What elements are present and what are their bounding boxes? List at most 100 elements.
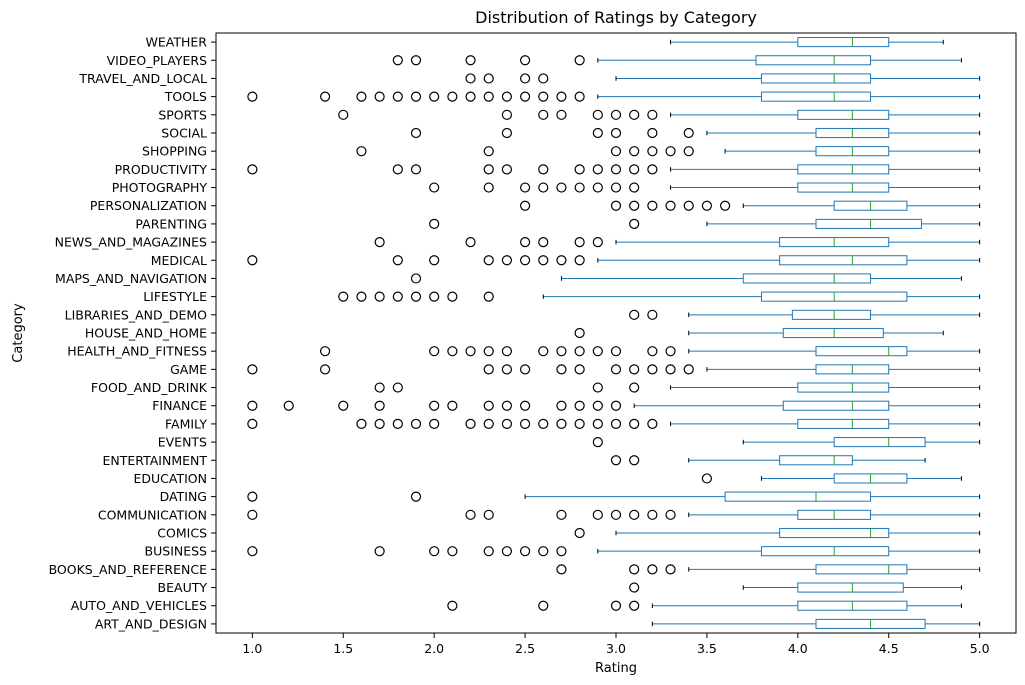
outlier-point [574, 182, 585, 193]
x-axis-label: Rating [595, 661, 637, 676]
outlier-point [610, 346, 622, 357]
y-tick-label: WEATHER [146, 35, 208, 50]
box-auto-and-vehicles [447, 600, 962, 611]
outlier-point [592, 127, 603, 139]
outlier-point [519, 236, 531, 248]
outlier-point [610, 127, 622, 139]
outlier-point [392, 291, 403, 302]
outlier-point [629, 309, 640, 320]
outlier-point [629, 382, 640, 393]
outlier-point [429, 400, 440, 411]
chart-title: Distribution of Ratings by Category [475, 8, 757, 27]
x-tick-label: 3.5 [697, 641, 717, 656]
outlier-point [665, 200, 676, 211]
outlier-point [556, 418, 567, 430]
x-axis-ticks: 1.0 1.5 2.0 2.5 3.0 3.5 4.0 4.5 5.0 [242, 633, 990, 656]
outlier-point [574, 418, 585, 430]
outlier-point [629, 455, 640, 466]
outlier-point [483, 364, 494, 375]
outlier-point [483, 418, 494, 430]
box-events [592, 436, 981, 448]
x-tick-label: 1.5 [333, 641, 353, 656]
outlier-point [556, 400, 567, 411]
outlier-point [429, 182, 440, 193]
outlier-point [465, 73, 476, 84]
outlier-point [556, 509, 567, 520]
box-iqr [815, 346, 908, 357]
outlier-point [410, 55, 422, 66]
outlier-point [429, 255, 440, 266]
outlier-point [665, 509, 676, 520]
outlier-point [483, 509, 494, 520]
outlier-point [592, 418, 603, 430]
box-art-and-design [651, 618, 981, 629]
outlier-point [592, 164, 603, 175]
outlier-point [719, 200, 731, 211]
outlier-point [574, 327, 585, 339]
outlier-point [574, 400, 585, 411]
outlier-point [501, 546, 513, 557]
outlier-point [283, 400, 294, 411]
outlier-point [429, 218, 440, 230]
outlier-point [647, 109, 658, 120]
outlier-point [683, 364, 694, 375]
box-iqr [797, 109, 890, 120]
outlier-point [629, 200, 640, 211]
outlier-point [319, 364, 331, 375]
outlier-point [247, 364, 258, 375]
outlier-point [247, 546, 258, 557]
outlier-point [665, 346, 676, 357]
y-tick-label: VIDEO_PLAYERS [107, 53, 207, 68]
outlier-point [410, 164, 422, 175]
outlier-point [483, 291, 494, 302]
outlier-point [338, 109, 349, 120]
outlier-point [356, 418, 367, 430]
box-iqr [797, 582, 904, 593]
outlier-point [374, 91, 385, 102]
box-sports [338, 109, 981, 120]
outlier-point [410, 273, 422, 284]
outlier-point [574, 164, 585, 175]
box-medical [247, 255, 981, 266]
outlier-point [519, 91, 531, 102]
outlier-point [592, 182, 603, 193]
box-communication [247, 509, 981, 520]
boxes-group [247, 37, 981, 629]
outlier-point [247, 400, 258, 411]
outlier-point [574, 346, 585, 357]
outlier-point [392, 55, 403, 66]
outlier-point [429, 91, 440, 102]
y-tick-label: TOOLS [164, 89, 207, 104]
outlier-point [465, 418, 476, 430]
outlier-point [392, 418, 403, 430]
outlier-point [701, 200, 713, 211]
outlier-point [447, 600, 458, 611]
y-tick-label: BEAUTY [158, 580, 208, 595]
outlier-point [374, 236, 385, 248]
y-tick-label: SHOPPING [142, 144, 207, 159]
y-tick-label: SOCIAL [161, 126, 207, 141]
box-business [247, 546, 981, 557]
outlier-point [665, 564, 676, 575]
x-tick-label: 3.0 [606, 641, 626, 656]
outlier-point [538, 164, 549, 175]
outlier-point [610, 509, 622, 520]
outlier-point [465, 236, 476, 248]
outlier-point [247, 491, 258, 502]
outlier-point [429, 346, 440, 357]
x-tick-label: 4.5 [879, 641, 899, 656]
box-health-and-fitness [319, 346, 981, 357]
outlier-point [556, 364, 567, 375]
box-iqr [815, 218, 922, 229]
outlier-point [501, 364, 513, 375]
box-lifestyle [338, 291, 981, 302]
y-tick-label: FINANCE [152, 398, 207, 413]
outlier-point [392, 382, 403, 393]
outlier-point [483, 255, 494, 266]
outlier-point [392, 91, 403, 102]
outlier-point [647, 309, 658, 320]
outlier-point [483, 146, 494, 157]
outlier-point [629, 364, 640, 375]
outlier-point [592, 509, 603, 520]
